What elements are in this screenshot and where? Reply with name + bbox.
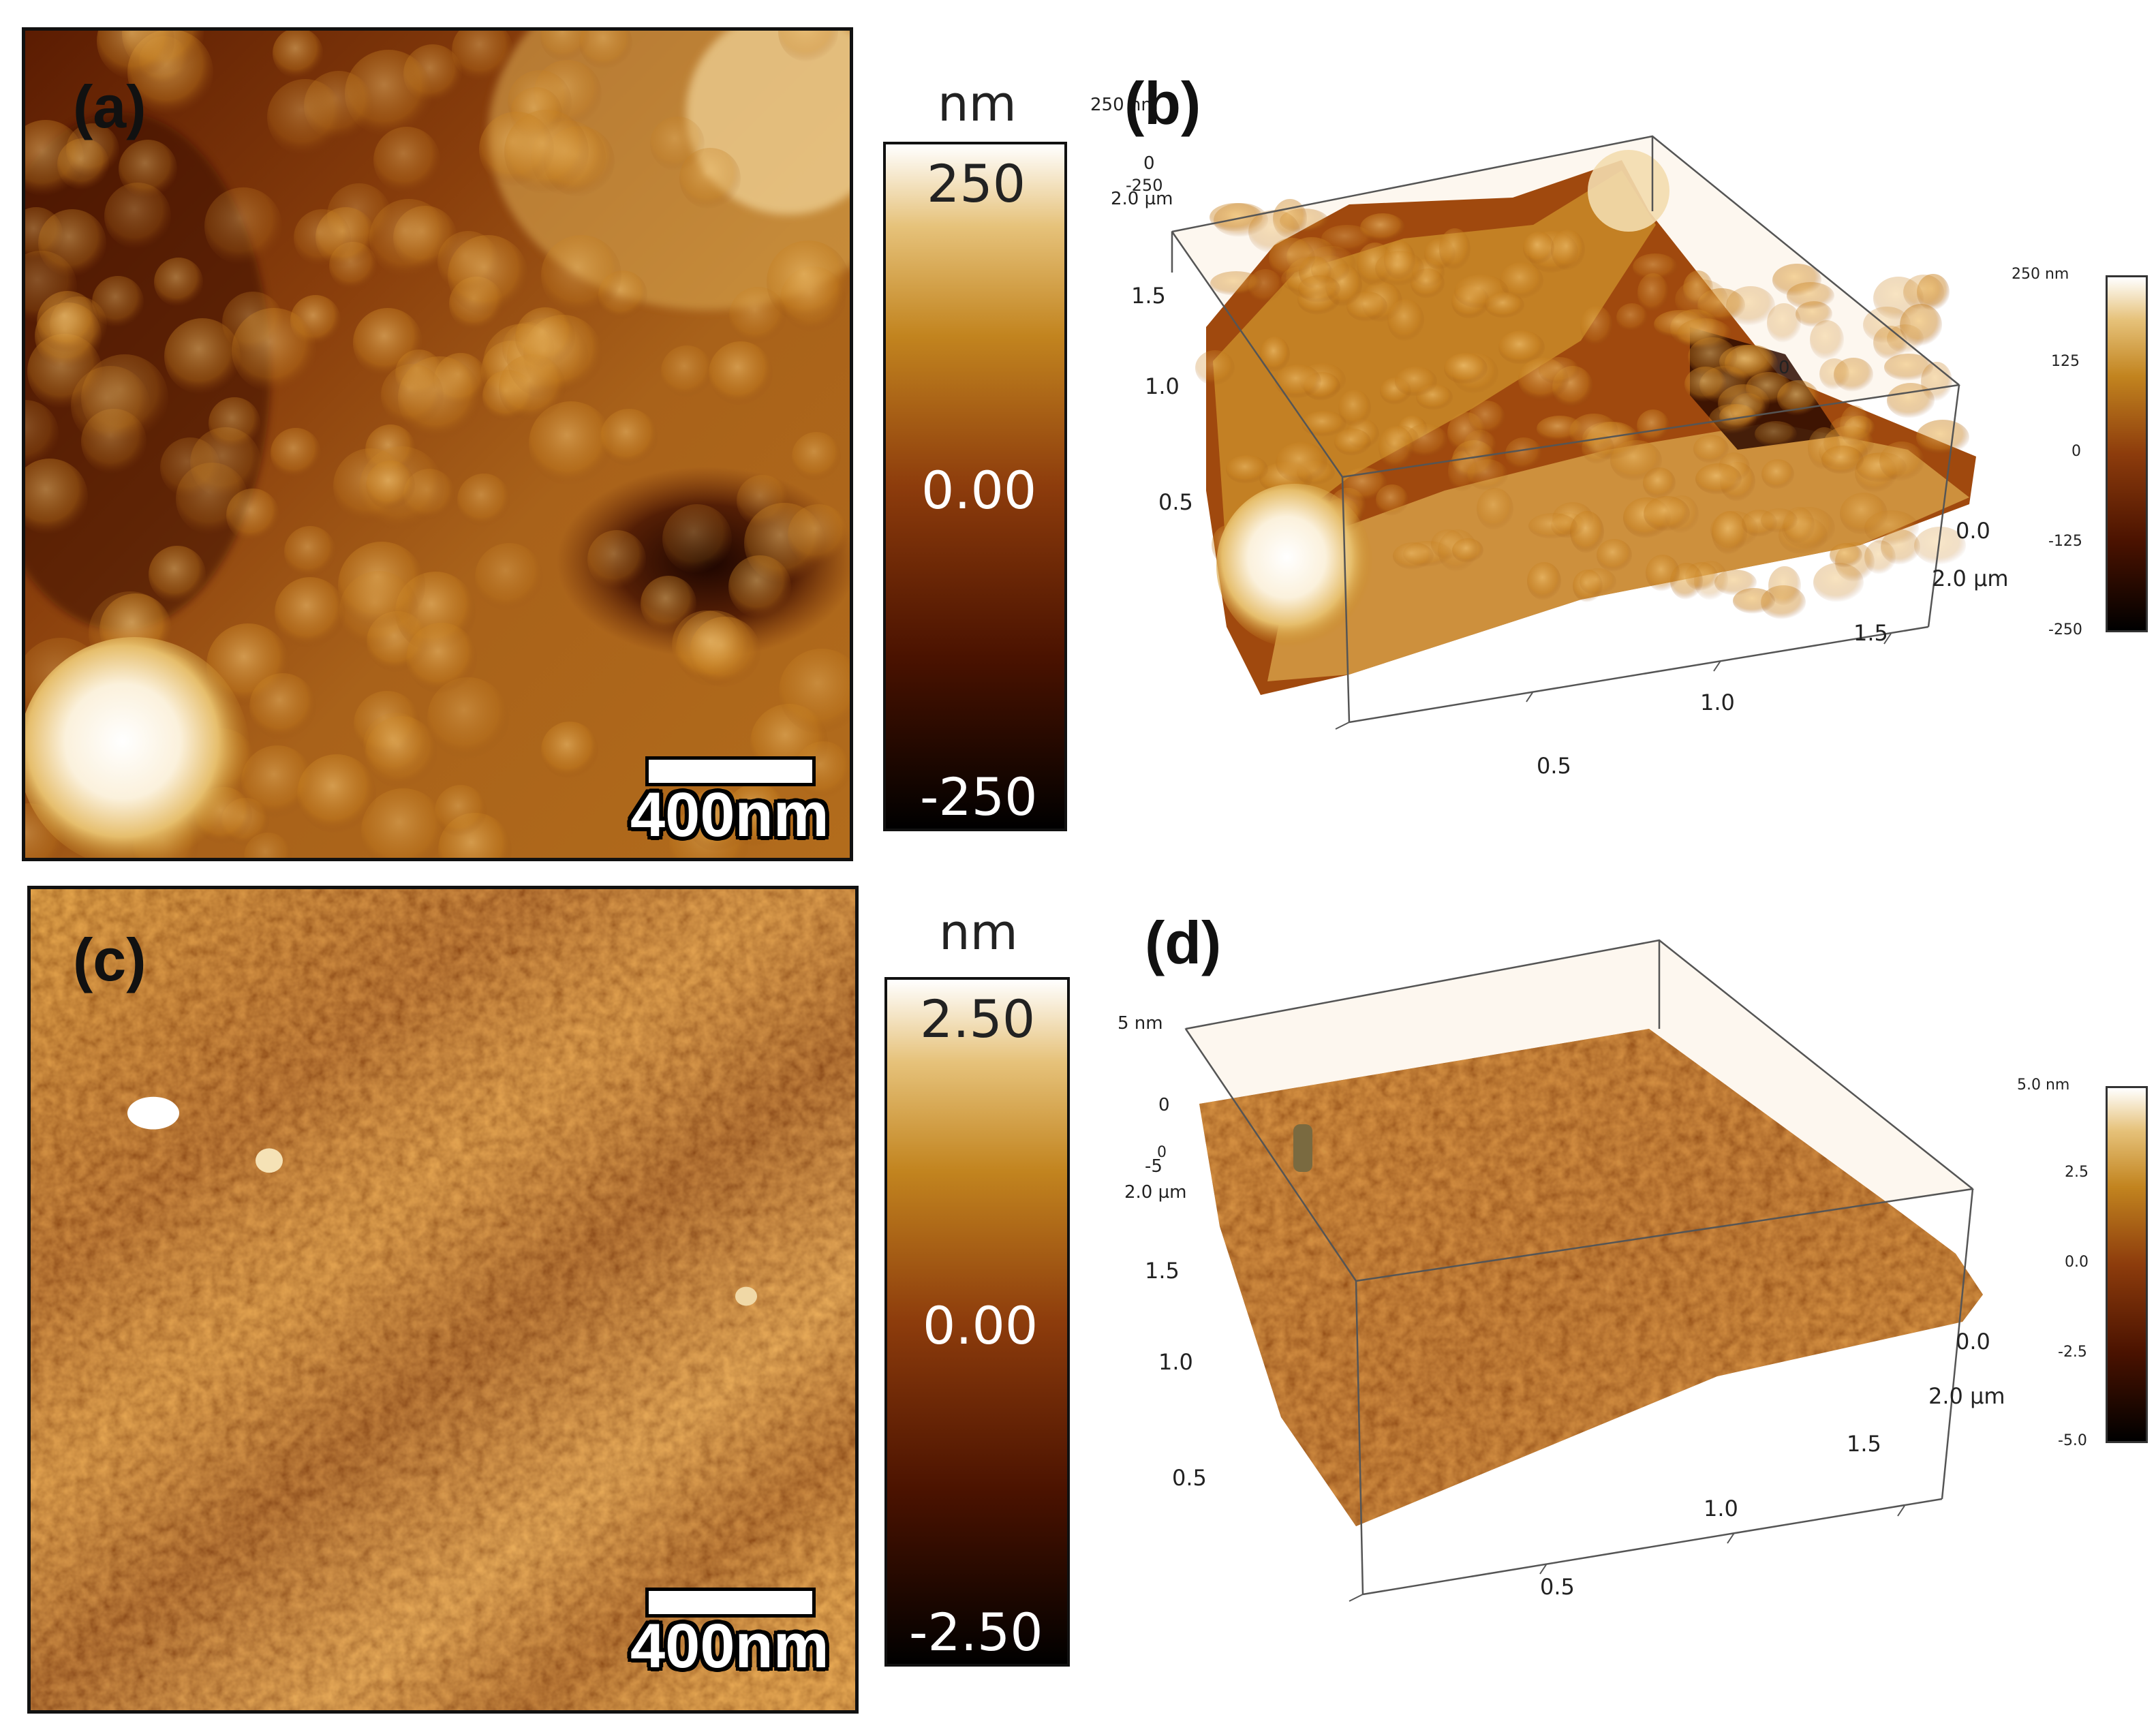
inner-zero-d: 0 xyxy=(1157,1144,1167,1161)
x-axis-end-d: 2.0 µm xyxy=(1928,1383,2005,1409)
panel-label-d: (d) xyxy=(1145,909,1222,976)
panel-label-c: (c) xyxy=(73,926,147,993)
small-colorbar-gradient-b xyxy=(2106,275,2148,632)
z-axis-zero-d: 0 xyxy=(1158,1095,1170,1115)
scale-bar-a: 400nm xyxy=(625,756,843,850)
afm-3d-view-b: 250 nm 0 -250 2.0 µm 1.5 1.0 0.5 0.5 1.0… xyxy=(1090,68,2153,838)
colorbar-gradient-c: 2.50 0.00 -2.50 xyxy=(884,977,1070,1667)
scale-bar-line-a xyxy=(645,756,816,786)
y-tick-3-b: 0.5 xyxy=(1158,489,1193,515)
z-axis-top-d: 5 nm xyxy=(1118,1013,1163,1034)
small-cbar-t2-d: 0.0 xyxy=(2065,1254,2089,1271)
small-cbar-max-b: 250 nm xyxy=(2012,266,2069,283)
panel-label-b: (b) xyxy=(1124,69,1201,137)
panel-label-a: (a) xyxy=(73,73,147,140)
scale-bar-label-a: 400nm xyxy=(630,780,829,850)
z-axis-bottom-b: -250 xyxy=(1126,176,1162,195)
y-tick-2-d: 1.0 xyxy=(1158,1349,1193,1375)
y-tick-2-b: 1.0 xyxy=(1145,373,1180,399)
x-axis-end-b: 2.0 µm xyxy=(1932,566,2009,591)
small-colorbar-gradient-d xyxy=(2106,1086,2148,1443)
colorbar-max-c: 2.50 xyxy=(920,989,1036,1049)
small-cbar-t1-b: 125 xyxy=(2051,353,2080,370)
afm-2d-image-c: (c) 400nm xyxy=(27,886,859,1714)
afm-2d-image-a: (a) 400nm xyxy=(22,27,853,861)
small-cbar-t1-d: 2.5 xyxy=(2065,1164,2089,1181)
y-tick-1-b: 1.5 xyxy=(1131,283,1166,309)
scale-bar-line-c xyxy=(645,1588,816,1618)
x-tick-1-b: 0.5 xyxy=(1537,753,1571,779)
x-axis-zero-b: 0.0 xyxy=(1956,518,1990,544)
colorbar-unit-a: nm xyxy=(938,75,1017,132)
x-tick-3-d: 1.5 xyxy=(1847,1431,1881,1457)
y-tick-3-d: 0.5 xyxy=(1172,1465,1207,1491)
z-axis-top-b: 250 nm xyxy=(1090,95,1158,115)
x-tick-1-d: 0.5 xyxy=(1540,1574,1575,1600)
small-colorbar-d: 5.0 nm 2.5 0.0 -2.5 -5.0 xyxy=(2003,1077,2156,1458)
colorbar-c: nm 2.50 0.00 -2.50 xyxy=(884,903,1075,1673)
colorbar-mid-a: 0.00 xyxy=(921,460,1037,521)
x-tick-2-d: 1.0 xyxy=(1704,1496,1738,1521)
afm-3d-view-d: 5 nm 0 -5 2.0 µm 1.5 1.0 0.5 0.5 1.0 1.5… xyxy=(1104,939,2153,1710)
colorbar-mid-c: 0.00 xyxy=(923,1295,1038,1356)
scale-bar-label-c: 400nm xyxy=(630,1611,829,1681)
scale-bar-c: 400nm xyxy=(625,1588,850,1683)
z-axis-zero-b: 0 xyxy=(1143,153,1155,174)
small-cbar-min-b: -250 xyxy=(2048,621,2082,638)
y-axis-corner-d: 2.0 µm xyxy=(1124,1182,1186,1203)
y-tick-1-d: 1.5 xyxy=(1145,1258,1180,1284)
x-axis-zero-d: 0.0 xyxy=(1956,1329,1990,1355)
x-tick-3-b: 1.5 xyxy=(1853,620,1888,646)
colorbar-max-a: 250 xyxy=(927,153,1026,214)
small-cbar-t3-d: -2.5 xyxy=(2058,1344,2087,1361)
small-cbar-t2-b: 0 xyxy=(2072,443,2081,460)
z-axis-bottom-d: -5 xyxy=(1145,1156,1162,1177)
colorbar-unit-c: nm xyxy=(939,903,1018,961)
small-cbar-min-d: -5.0 xyxy=(2058,1432,2087,1449)
x-tick-2-b: 1.0 xyxy=(1700,690,1735,715)
inner-zero-b: 0 xyxy=(1778,358,1790,378)
small-cbar-max-d: 5.0 nm xyxy=(2017,1077,2070,1094)
colorbar-min-a: -250 xyxy=(920,767,1038,827)
y-axis-corner-b: 2.0 µm xyxy=(1111,189,1173,209)
small-colorbar-b: 250 nm 125 0 -125 -250 xyxy=(2003,266,2156,647)
colorbar-a: nm 250 0.00 -250 xyxy=(883,68,1074,838)
colorbar-gradient-a: 250 0.00 -250 xyxy=(883,142,1067,831)
small-cbar-t3-b: -125 xyxy=(2048,533,2082,550)
colorbar-min-c: -2.50 xyxy=(909,1602,1043,1662)
